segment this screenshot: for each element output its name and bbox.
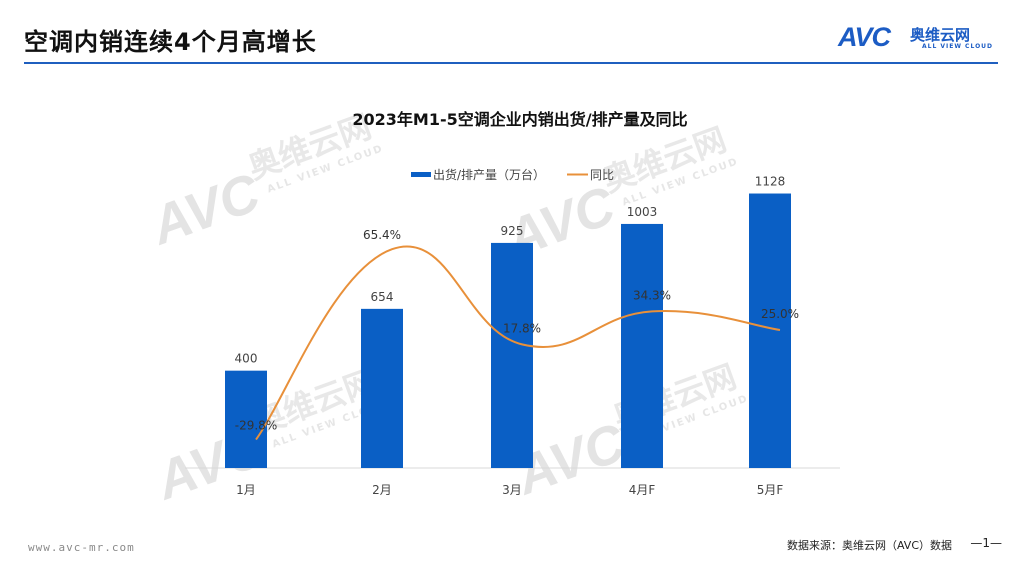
logo-en: ALL VIEW CLOUD	[922, 43, 994, 50]
yoy-value-label: 65.4%	[363, 228, 401, 242]
bar-5	[749, 193, 791, 468]
bar-value-label: 400	[235, 352, 258, 366]
page-number: —1—	[970, 536, 1002, 550]
yoy-value-label: 34.3%	[633, 288, 671, 302]
yoy-line	[255, 245, 781, 441]
data-source: 数据来源：奥维云网（AVC）数据	[786, 539, 952, 552]
header-rule	[24, 62, 998, 64]
slide-title: 空调内销连续4个月高增长	[24, 28, 317, 56]
bars: 400 654 925 1003 1128	[225, 175, 791, 468]
legend: 出货/排产量（万台） 同比	[411, 167, 614, 182]
watermark: AVC 奥维云网 ALL VIEW CLOUD	[147, 362, 391, 512]
footer-url: www.avc-mr.com	[28, 541, 135, 554]
logo-cn: 奥维云网	[910, 26, 971, 44]
bar-value-label: 1003	[627, 205, 658, 219]
watermark-mark: AVC	[142, 162, 269, 257]
bar-4	[621, 223, 663, 468]
yoy-value-label: -29.8%	[235, 419, 277, 433]
category-label: 4月F	[629, 483, 656, 497]
bar-value-label: 1128	[755, 175, 786, 189]
legend-line-label: 同比	[590, 168, 614, 182]
chart-title: 2023年M1-5空调企业内销出货/排产量及同比	[352, 110, 687, 129]
yoy-value-label: 25.0%	[761, 307, 799, 321]
legend-bar-swatch	[411, 172, 431, 177]
category-label: 5月F	[757, 483, 784, 497]
avc-logo: AVC 奥维云网 ALL VIEW CLOUD	[838, 22, 996, 52]
category-label: 2月	[372, 483, 392, 497]
yoy-labels: -29.8% 65.4% 17.8% 34.3% 25.0%	[235, 228, 799, 432]
bar-3	[491, 242, 533, 468]
category-labels: 1月 2月 3月 4月F 5月F	[236, 483, 783, 497]
bar-2	[361, 308, 403, 468]
yoy-value-label: 17.8%	[503, 321, 541, 335]
bar-value-label: 925	[501, 224, 524, 238]
category-label: 1月	[236, 483, 256, 497]
bar-value-label: 654	[371, 290, 394, 304]
category-label: 3月	[502, 483, 522, 497]
legend-bar-label: 出货/排产量（万台）	[433, 167, 545, 182]
bar-1	[225, 370, 267, 468]
logo-mark: AVC	[838, 22, 891, 52]
